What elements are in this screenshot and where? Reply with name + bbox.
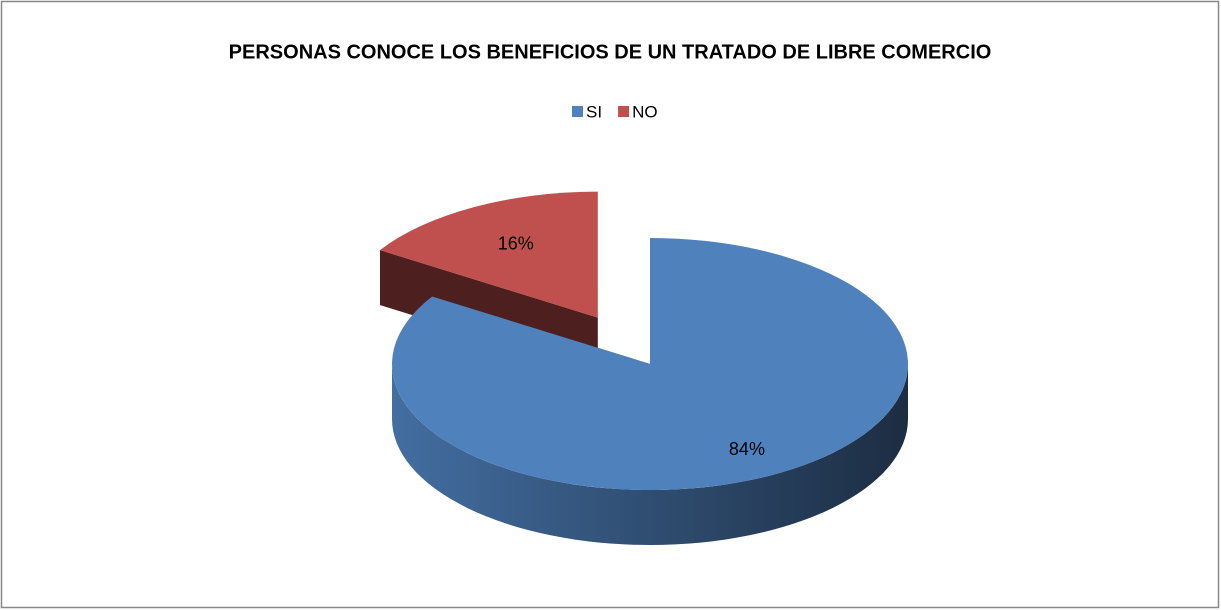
- slice-top: [392, 238, 908, 490]
- slice: [392, 238, 908, 545]
- slice-top: [379, 191, 598, 318]
- data-label: 84%: [729, 439, 765, 459]
- legend-swatch: [572, 106, 583, 117]
- data-label: 16%: [498, 234, 534, 254]
- slice-wall: [392, 364, 908, 545]
- legend-label: NO: [632, 102, 658, 121]
- chart-title: PERSONAS CONOCE LOS BENEFICIOS DE UN TRA…: [229, 41, 992, 63]
- legend-label: SI: [586, 102, 602, 121]
- legend-swatch: [618, 106, 630, 117]
